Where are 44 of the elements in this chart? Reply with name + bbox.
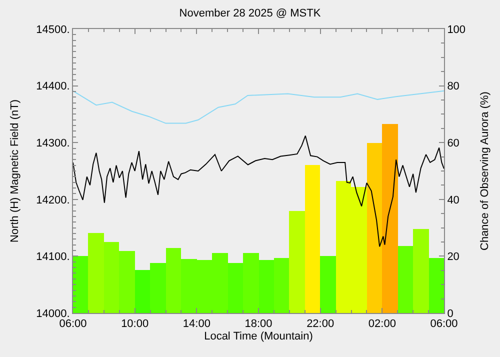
y2-tick-label: 80 xyxy=(447,80,460,93)
bar xyxy=(119,251,135,313)
y2-tick-label: 20 xyxy=(447,251,460,264)
y2-tick-label: 0 xyxy=(447,308,454,320)
x-axis-title: Local Time (Mountain) xyxy=(204,330,313,342)
chart-title: November 28 2025 @ MSTK xyxy=(179,8,322,20)
y2-tick-label: 60 xyxy=(447,137,460,150)
y2-tick-label: 100 xyxy=(447,24,466,36)
bar xyxy=(259,260,274,313)
y2-axis-title: Chance of Observing Aurora (%) xyxy=(478,92,491,250)
y-tick-label: 14200. xyxy=(36,194,70,206)
x-tick-label: 22:00 xyxy=(306,318,334,330)
x-tick-label: 14:00 xyxy=(182,318,210,330)
bar xyxy=(320,256,336,313)
bar xyxy=(243,253,259,313)
y-tick-label: 14100. xyxy=(36,251,70,264)
bar xyxy=(228,263,243,313)
y-axis-title: North (H) Magnetic Field (nT) xyxy=(8,99,21,243)
bar xyxy=(398,246,413,313)
x-tick-label: 06:00 xyxy=(430,318,458,330)
bar xyxy=(73,256,88,313)
x-tick-label: 06:00 xyxy=(59,318,87,330)
y-tick-label: 14000. xyxy=(36,308,70,320)
bar xyxy=(413,229,429,313)
x-tick-label: 18:00 xyxy=(244,318,272,330)
bar xyxy=(429,258,444,313)
bar xyxy=(88,233,104,313)
bar xyxy=(150,263,166,313)
bar xyxy=(104,242,119,313)
y2-tick-label: 40 xyxy=(447,194,460,206)
bar xyxy=(274,258,289,313)
x-tick-label: 02:00 xyxy=(368,318,396,330)
y-tick-label: 14400. xyxy=(36,80,70,93)
bar xyxy=(382,124,398,313)
bar xyxy=(289,211,305,313)
line-series xyxy=(73,135,444,248)
bar xyxy=(135,270,150,313)
x-tick-label: 10:00 xyxy=(121,318,149,330)
bar xyxy=(166,248,181,313)
bar xyxy=(367,143,382,313)
y-tick-label: 14500. xyxy=(36,24,70,36)
bar xyxy=(305,165,320,313)
y-tick-label: 14300. xyxy=(36,137,70,150)
line-series xyxy=(73,90,444,124)
